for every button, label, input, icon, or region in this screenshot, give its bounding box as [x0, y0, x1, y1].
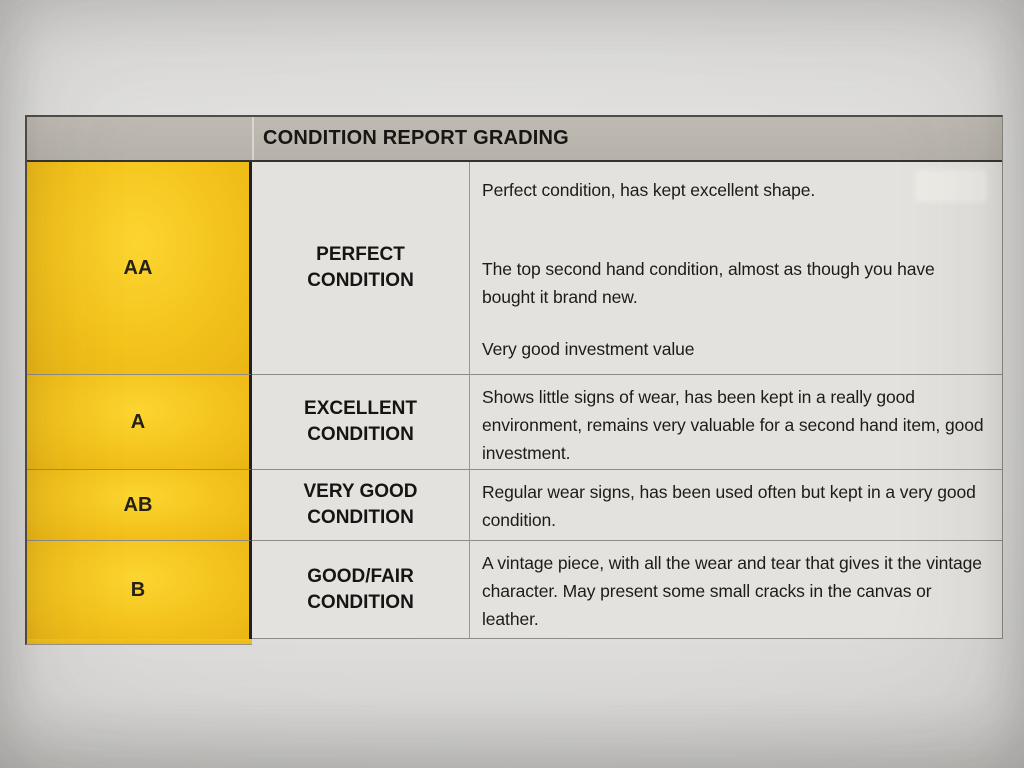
condition-cell-aa: PERFECT CONDITION [252, 162, 470, 374]
condition-line: CONDITION [307, 591, 414, 613]
description-paragraph: Shows little signs of wear, has been kep… [482, 387, 984, 463]
condition-line: EXCELLENT [304, 398, 417, 419]
grade-cell-a: A [27, 374, 252, 469]
condition-line: VERY GOOD [303, 481, 418, 502]
description-paragraph: Regular wear signs, has been used often … [482, 482, 976, 530]
grade-cell-ab: AB [27, 469, 252, 540]
grade-cell-b: B [27, 540, 252, 639]
grade-label: AA [123, 256, 153, 279]
grade-cell-aa: AA [27, 162, 252, 374]
condition-line: CONDITION [307, 424, 414, 445]
condition-line: PERFECT [316, 244, 405, 265]
condition-line: CONDITION [307, 507, 414, 528]
grade-label: A [130, 410, 146, 433]
condition-cell-ab: VERY GOOD CONDITION [252, 469, 470, 540]
correction-tape-patch [918, 173, 984, 199]
description-paragraph: A vintage piece, with all the wear and t… [482, 553, 982, 629]
condition-cell-a: EXCELLENT CONDITION [252, 374, 470, 469]
header-column-divider [252, 117, 254, 160]
description-paragraph: Very good investment value [482, 339, 695, 359]
condition-line: GOOD/FAIR [307, 565, 414, 587]
description-cell-ab: Regular wear signs, has been used often … [470, 469, 1002, 540]
description-paragraph: Perfect condition, has kept excellent sh… [482, 180, 816, 200]
description-cell-b: A vintage piece, with all the wear and t… [470, 540, 1002, 639]
description-cell-aa: Perfect condition, has kept excellent sh… [470, 162, 1002, 374]
description-paragraph: The top second hand condition, almost as… [482, 259, 935, 307]
description-cell-a: Shows little signs of wear, has been kep… [470, 374, 1002, 469]
table-header-bar: CONDITION REPORT GRADING [27, 117, 1002, 162]
yellow-column-overhang [25, 639, 252, 645]
condition-cell-b: GOOD/FAIR CONDITION [252, 540, 470, 639]
grade-label: AB [123, 493, 153, 516]
table-title: CONDITION REPORT GRADING [263, 127, 569, 149]
condition-line: CONDITION [307, 270, 414, 291]
condition-grading-table: CONDITION REPORT GRADING AA PERFECT COND… [25, 115, 1003, 645]
grade-label: B [130, 578, 146, 601]
